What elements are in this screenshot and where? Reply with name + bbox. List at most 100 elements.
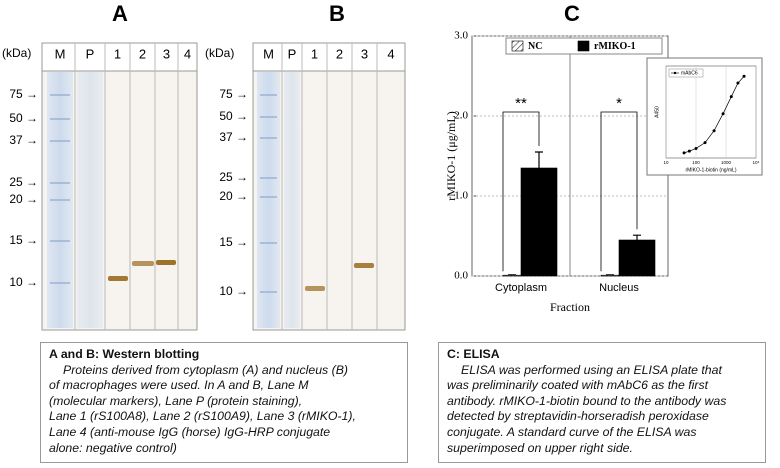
x-tick-label: 10 — [663, 160, 669, 165]
bar — [618, 239, 656, 277]
stained-lane — [77, 72, 103, 328]
caption-line: Lane 4 (anti-mouse IgG (horse) IgG-HRP c… — [49, 424, 331, 439]
marker-band — [260, 137, 277, 139]
marker-label: 20 → — [9, 192, 38, 206]
point — [687, 149, 691, 153]
caption-line: conjugate. A standard curve of the ELISA… — [447, 424, 697, 439]
marker-label: 10 → — [9, 275, 38, 289]
stained-lane — [284, 72, 300, 328]
marker-band — [50, 182, 70, 184]
point — [694, 146, 698, 150]
point — [712, 129, 716, 133]
panel-label: B — [329, 1, 345, 26]
x-tick-label: 1000 — [721, 160, 732, 165]
marker-label: 75 → — [9, 87, 38, 101]
marker-band — [50, 282, 70, 284]
error-bar — [633, 234, 641, 240]
caption-line: detected by streptavidin-horseradish per… — [447, 409, 709, 424]
marker-band — [260, 196, 277, 198]
panel-label: A — [112, 1, 128, 26]
unit-label: (kDa) — [205, 46, 234, 60]
inset-legend-box — [668, 68, 704, 78]
protein-band — [156, 260, 176, 265]
protein-band — [354, 263, 374, 268]
caption-title: A and B: Western blotting — [49, 347, 200, 361]
marker-label: 25 → — [219, 170, 248, 184]
caption-line: Lane 1 (rS100A8), Lane 2 (rS100A9), Lane… — [49, 409, 356, 424]
x-tick-label: Nucleus — [599, 282, 639, 294]
error-bar — [535, 151, 543, 168]
protein-band — [108, 276, 128, 281]
legend-swatch — [511, 40, 524, 52]
legend-label: rMIKO-1 — [594, 41, 636, 52]
caption-line: Proteins derived from cytoplasm (A) and … — [63, 362, 348, 377]
y-tick-label: 1.0 — [454, 190, 468, 202]
lane-label: M — [263, 46, 274, 61]
significance-mark: ** — [515, 95, 527, 112]
caption-line: was preliminarily coated with mAbC6 as t… — [447, 378, 709, 393]
lane-label: 2 — [139, 46, 146, 61]
marker-band — [260, 116, 277, 118]
marker-label: 37 → — [219, 130, 248, 144]
lane-label: 4 — [184, 46, 191, 61]
lane-label: 3 — [163, 46, 170, 61]
significance-bracket — [502, 111, 540, 272]
blot-header — [41, 42, 198, 72]
point — [729, 95, 733, 99]
marker-band — [260, 242, 277, 244]
lane-label: P — [288, 46, 297, 61]
marker-band — [260, 177, 277, 179]
point — [721, 112, 725, 116]
caption-line: ELISA was performed using an ELISA plate… — [461, 362, 722, 377]
lane-label: 2 — [336, 46, 343, 61]
marker-band — [260, 291, 277, 293]
legend-label: NC — [528, 41, 542, 52]
unit-label: (kDa) — [2, 46, 31, 60]
caption-line: of macrophages were used. In A and B, La… — [49, 378, 309, 393]
marker-label: 10 → — [219, 284, 248, 298]
lane-label: 1 — [114, 46, 121, 61]
marker-label: 50 → — [9, 111, 38, 125]
y-tick-label: 3.0 — [454, 30, 468, 42]
inset-legend-dot — [673, 71, 677, 75]
marker-band — [50, 140, 70, 142]
marker-band — [50, 118, 70, 120]
lane-label: 4 — [387, 46, 394, 61]
panel-label: C — [564, 1, 580, 26]
marker-label: 15 → — [219, 235, 248, 249]
marker-label: 75 → — [219, 87, 248, 101]
marker-label: 15 → — [9, 233, 38, 247]
caption-ab: A and B: Western blotting Proteins derive… — [40, 342, 408, 463]
marker-label: 20 → — [219, 189, 248, 203]
caption-line: antibody. rMIKO-1-biotin bound to the an… — [447, 393, 727, 408]
caption-c: C: ELISA ELISA was performed using an ELI… — [438, 342, 766, 463]
marker-band — [50, 94, 70, 96]
stained-lane — [257, 72, 280, 328]
x-axis-label: Fraction — [550, 300, 590, 314]
x-tick-label: 100 — [692, 160, 700, 165]
x-tick-label: 10⁴ — [753, 160, 760, 165]
marker-band — [260, 94, 277, 96]
marker-label: 50 → — [219, 109, 248, 123]
caption-line: alone: negative control) — [49, 440, 177, 455]
y-tick-label: 2.0 — [454, 110, 468, 122]
caption-line: superimposed on upper right side. — [447, 440, 633, 455]
x-tick-label: Cytoplasm — [495, 282, 547, 294]
lane-label: P — [86, 46, 95, 61]
figure-graphics: A(kDa) M P 1 2 3 475 →50 →37 →25 →20 →15 →10 →… — [2, 1, 763, 331]
inset-x-label: rMIKO-1-biotin (ng/mL) — [685, 167, 736, 173]
lane-label: 1 — [311, 46, 318, 61]
y-axis-label: rMIKO-1 (μg/mL) — [444, 111, 458, 200]
blot-header — [252, 42, 406, 72]
caption-line: (molecular markers), Lane P (protein sta… — [49, 393, 303, 408]
marker-band — [50, 240, 70, 242]
point — [703, 141, 707, 145]
protein-band — [132, 261, 154, 266]
significance-mark: * — [616, 95, 622, 112]
caption-title: C: ELISA — [447, 347, 500, 361]
legend-swatch — [577, 40, 590, 52]
marker-band — [50, 199, 70, 201]
y-tick-label: 0.0 — [454, 270, 468, 282]
point — [736, 81, 740, 85]
